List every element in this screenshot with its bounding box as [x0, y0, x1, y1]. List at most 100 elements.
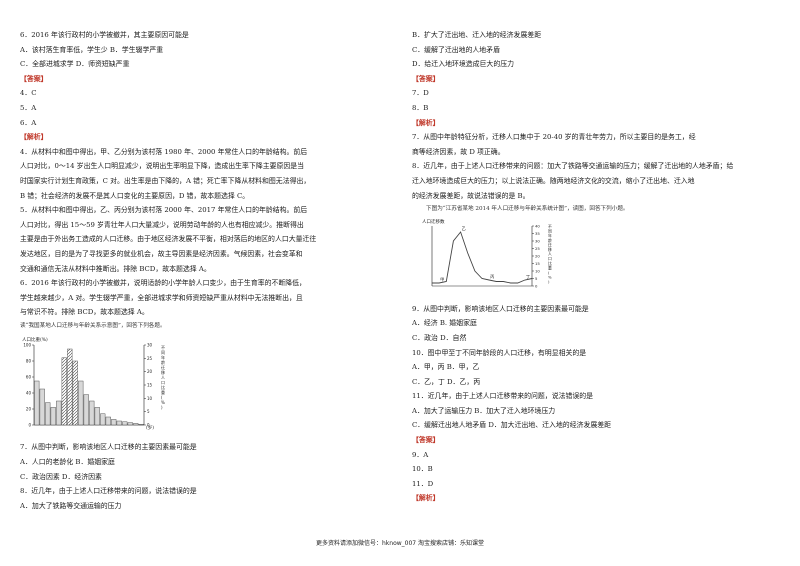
bar — [116, 420, 122, 426]
right-axis-char: 重 — [161, 389, 165, 395]
right-tick-label: 30 — [147, 342, 153, 347]
bar — [105, 416, 111, 426]
right-axis-char: 年 — [161, 354, 165, 360]
bar — [89, 400, 95, 426]
question-line: C．政治 D．自然 — [412, 333, 467, 342]
answer-line: 9．A — [412, 450, 429, 459]
analysis-line: 的经济发展差距，故说法错误的是 B。 — [412, 191, 530, 200]
curve-label: 丁 — [526, 274, 530, 279]
analysis-line: 学生越来越少，A 对。学生辍学严重，全部进城求学和师资短缺严重从材料中无法推断出… — [20, 293, 303, 302]
right-axis-char: 重 — [548, 266, 552, 271]
bar — [45, 402, 51, 426]
analysis-line: 与常识不符。排除 BCD，故本题选择 A。 — [20, 308, 149, 317]
right-axis-char: 迁 — [161, 364, 165, 370]
bar — [111, 419, 117, 426]
right-axis-char: 龄 — [548, 238, 552, 243]
question-line: 11．近几年，由于上述人口迁移带来的问题，说法错误的是 — [412, 392, 594, 401]
curve-label: 乙 — [462, 225, 466, 231]
right-axis-char: ( — [548, 270, 550, 275]
right-axis-char: 比 — [161, 384, 165, 390]
text-line: C．全部进城求学 D．师资短缺严重 — [20, 60, 130, 69]
bar — [61, 357, 67, 426]
right-axis-char: 人 — [548, 252, 552, 257]
option-line: B．扩大了迁出地、迁入地的经济发展差距 — [412, 31, 542, 39]
y-tick-label: 20 — [26, 406, 32, 411]
question-line: 10．图中甲至丁不同年龄段的人口迁移，有明显相关的是 — [412, 348, 587, 357]
analysis-line: 人口对比，0～14 岁出生人口明显减少，说明出生率明显下降，造成出生率下降主要原… — [20, 162, 305, 171]
analysis-line: 7．从图中年龄特征分析，迁移人口集中于 20-40 岁的青壮年劳力，所以主要目的… — [412, 133, 696, 142]
x-axis-label: (岁) — [146, 424, 154, 431]
right-axis-char: 不 — [161, 345, 165, 350]
question-line: A．经济 B. 婚姻家庭 — [412, 319, 477, 328]
question-line: C．缓解迁出地人地矛盾 D．加大迁出地、迁入地的经济发展差距 — [412, 421, 612, 430]
right-tick-label: 10 — [535, 269, 540, 274]
left-column: 6．2016 年该行政村的小学被撤并，其主要原因可能是 A．该村落生育率低，学生少… — [20, 28, 365, 513]
right-tick-label: 30 — [535, 239, 540, 244]
question-8-options: B．扩大了迁出地、迁入地的经济发展差距 C．缓解了迁出地的人地矛盾 D．给迁入地环境… — [412, 28, 757, 72]
right-tick-label: 25 — [147, 356, 153, 361]
answer-line: 4．C — [20, 89, 37, 98]
y-tick-label: 80 — [26, 358, 32, 363]
figure-caption: 下图为“江苏省某地 2014 年人口迁移与年龄关系统计图”，读图，回答下列小题。 — [426, 206, 629, 213]
right-axis-char: 同 — [548, 229, 552, 234]
y-axis-label: 人口迁移数 — [422, 218, 445, 225]
analysis-line: 4．从材料中和图中得出，甲、乙分别为该村落 1980 年、2000 年常住人口的… — [20, 147, 308, 156]
bar — [133, 423, 139, 426]
answer-line: 7．D — [412, 89, 429, 98]
analysis-line: 发达地区，目的是为了寻找更多的就业机会，故主导因素是经济因素。气候因素，社会变革… — [20, 249, 303, 258]
figure-caption: 读“我国某地人口迁移与年龄关系示意图”，回答下列各题。 — [20, 322, 166, 329]
question-line: A．加大了运输压力 B．加大了迁入地环境压力 — [412, 406, 556, 415]
analysis-tag-2: 【解析】 — [412, 494, 440, 503]
bar — [78, 380, 84, 426]
analysis-tag: 【解析】 — [20, 133, 48, 142]
right-column: B．扩大了迁出地、迁入地的经济发展差距 C．缓解了迁出地的人地矛盾 D．给迁入地环境… — [412, 28, 757, 506]
y-tick-label: 0 — [28, 422, 31, 427]
analysis-line: 6．2016 年该行政村的小学被撤并，说明适龄的小学年龄人口变少，由于生育率的不… — [20, 279, 306, 288]
answer-tag: 【答案】 — [20, 74, 48, 83]
right-tick-label: 0 — [535, 284, 538, 289]
bar — [83, 394, 89, 426]
right-tick-label: 25 — [535, 246, 540, 251]
answer-line: 11．D — [412, 479, 434, 488]
analysis-tag: 【解析】 — [412, 118, 440, 127]
right-tick-label: 0 — [147, 422, 150, 427]
migration-line — [432, 231, 533, 284]
answers-block: 7．D 8．B — [412, 86, 757, 115]
figure-migration-age-line: 下图为“江苏省某地 2014 年人口迁移与年龄关系统计图”，读图，回答下列小题。… — [412, 205, 757, 298]
questions-9-11: 9．从图中判断，影响该地区人口迁移的主要因素最可能是 A．经济 B. 婚姻家庭 C．… — [412, 302, 757, 433]
right-axis-char: 口 — [548, 256, 552, 261]
right-axis-char: 比 — [548, 261, 552, 266]
analysis-line: 5．从材料中和图中得出，乙、丙分别为该村落 2000 年、2017 年常住人口的… — [20, 206, 308, 215]
bar — [56, 400, 62, 426]
right-tick-label: 10 — [147, 396, 153, 401]
bar — [138, 423, 144, 426]
right-axis-char: 年 — [548, 233, 552, 238]
curve-label: 甲 — [440, 277, 444, 283]
answer-line: 5．A — [20, 103, 37, 112]
question-line: A．加大了铁路等交通运输的压力 — [20, 501, 122, 510]
analysis-line: 主要是由于外出务工造成的人口迁移。由于地区经济发展不平衡，相对落后的地区的人口大… — [20, 235, 317, 244]
bar — [34, 380, 40, 426]
right-axis-char: 人 — [161, 375, 165, 380]
bar — [100, 413, 106, 426]
bar — [67, 348, 73, 426]
question-line: 9．从图中判断，影响该地区人口迁移的主要因素最可能是 — [412, 304, 589, 313]
questions-7-8: 7．从图中判断，影响该地区人口迁移的主要因素最可能是 A．人口的老龄化 B．婚姻家… — [20, 440, 365, 513]
bar — [127, 422, 133, 426]
question-line: A．甲，丙 B．甲，乙 — [412, 363, 480, 372]
analysis-line: 迁入地环境造成巨大的压力；以上说法正确。随两地经济文化的交流，缩小了迁出地、迁入… — [412, 176, 695, 185]
y-tick-label: 60 — [26, 374, 32, 379]
analysis-line: 交通和通信无法从材料中推断出。排除 BCD，故本题选择 A。 — [20, 264, 211, 273]
right-tick-label: 15 — [535, 261, 540, 266]
right-tick-label: 5 — [147, 409, 150, 414]
right-axis-char: % — [548, 275, 552, 280]
option-line: C．缓解了迁出地的人地矛盾 — [412, 45, 500, 54]
figure-migration-age-bar: 读“我国某地人口迁移与年龄关系示意图”，回答下列各题。 人口比重(%) 不同年龄… — [20, 322, 365, 437]
analysis-block: 7．从图中年龄特征分析，迁移人口集中于 20-40 岁的青壮年劳力，所以主要目的… — [412, 130, 757, 203]
right-tick-label: 5 — [535, 276, 538, 281]
y-axis-label: 人口比重(%) — [22, 336, 48, 343]
